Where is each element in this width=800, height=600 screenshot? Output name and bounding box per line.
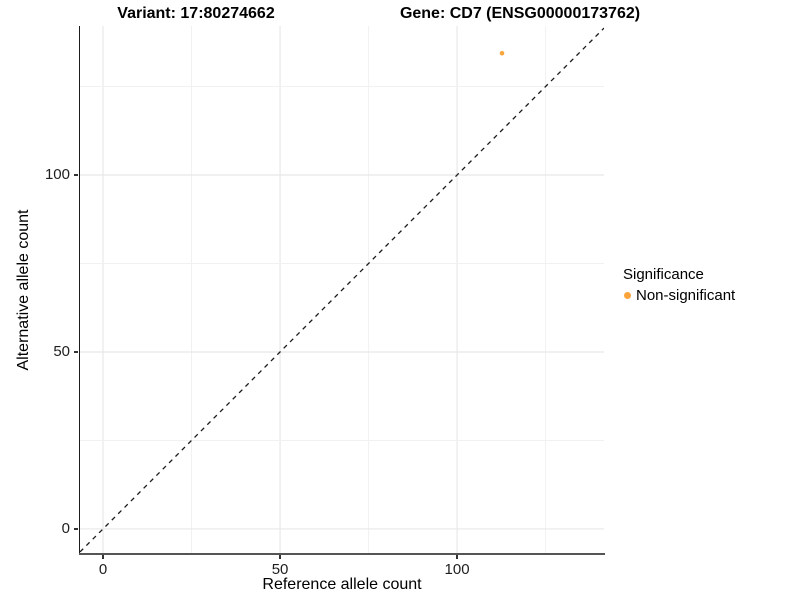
- legend: Significance Non-significant: [622, 266, 735, 304]
- y-tick-label: 50: [53, 342, 70, 360]
- y-axis-ticks: 0 50 100: [0, 26, 80, 553]
- x-tick-mark: [456, 555, 458, 559]
- y-axis-title: Alternative allele count: [15, 209, 32, 371]
- y-tick-mark: [74, 174, 78, 176]
- identity-reference-line: [80, 27, 604, 553]
- legend-item: Non-significant: [624, 287, 735, 304]
- gene-title: Gene: CD7 (ENSG00000173762): [399, 5, 641, 22]
- x-axis-title: Reference allele count: [262, 576, 422, 593]
- y-tick-mark: [74, 351, 78, 353]
- x-tick-mark: [279, 555, 281, 559]
- x-tick-label: 100: [444, 561, 470, 578]
- legend-title: Significance: [623, 266, 704, 283]
- x-axis-line: [78, 553, 605, 555]
- variant-title: Variant: 17:80274662: [117, 5, 275, 22]
- x-tick-label: 0: [98, 561, 108, 578]
- x-tick-mark: [102, 555, 104, 559]
- data-point: [499, 50, 505, 56]
- legend-item-label: Non-significant: [636, 287, 736, 304]
- y-axis-line: [78, 26, 80, 555]
- y-tick-mark: [74, 528, 78, 530]
- x-tick-label: 50: [271, 561, 289, 578]
- x-axis-ticks: 0 50 100: [80, 553, 604, 593]
- plot-panel-svg: [80, 26, 604, 553]
- orange-dot-icon: [624, 292, 631, 299]
- y-tick-label: 0: [61, 519, 70, 537]
- plot-panel: [78, 26, 605, 555]
- y-tick-label: 100: [44, 166, 70, 183]
